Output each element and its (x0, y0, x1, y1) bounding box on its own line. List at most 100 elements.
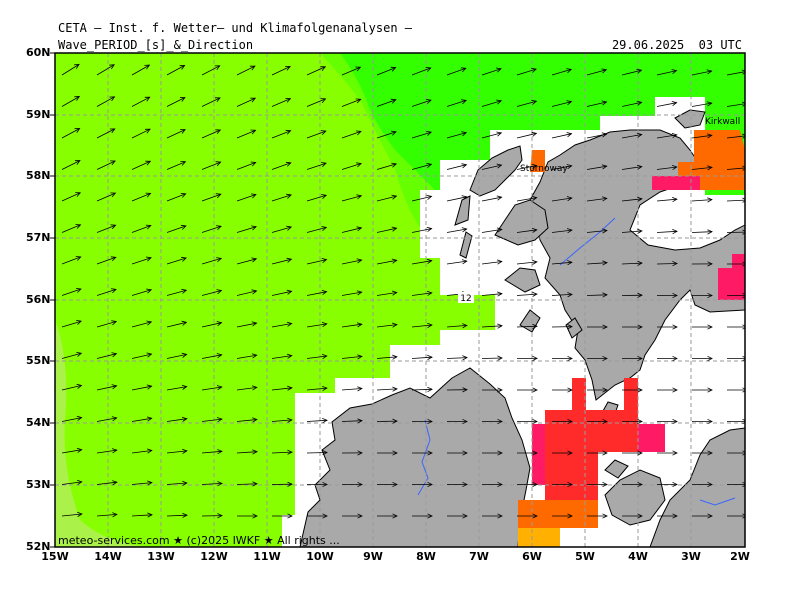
wave-arrow-head (111, 448, 118, 454)
lon-label-6w: 6W (522, 550, 542, 563)
wave-arrow (341, 420, 363, 422)
wave-arrow (166, 354, 187, 359)
wave-arrow-head (357, 481, 363, 488)
wave-arrow-head (601, 68, 608, 74)
wales-land (604, 469, 666, 526)
wave-arrow-head (286, 193, 292, 199)
wave-arrow-head (426, 195, 433, 200)
wave-arrow (236, 226, 257, 233)
wave-arrow (481, 229, 502, 233)
wave-arrow (131, 225, 151, 233)
wave-arrow-head (637, 196, 643, 202)
wave-arrow-head (637, 450, 643, 456)
wave-arrow (61, 449, 82, 454)
wave-arrow-head (707, 324, 713, 330)
wave-arrow-head (532, 450, 538, 456)
wave-arrow (586, 69, 607, 76)
lat-label-58n: 58N (26, 169, 51, 182)
wave-arrow-head (496, 163, 503, 169)
wave-arrow-head (251, 225, 257, 231)
wave-arrow-head (461, 259, 468, 265)
wave-arrow (656, 166, 677, 170)
wave-arrow-head (74, 160, 81, 165)
wave-arrow (271, 258, 292, 265)
wave-arrow (551, 101, 572, 107)
wave-arrow-head (462, 418, 468, 425)
wave-arrow-head (706, 133, 713, 139)
wave-arrow-head (567, 481, 573, 488)
wave-arrow-head (251, 289, 258, 295)
wave-arrow (341, 98, 361, 107)
wave-arrow-head (322, 386, 328, 392)
wave-arrow-head (426, 258, 433, 264)
wave-arrow (376, 67, 396, 76)
wave-arrow-head (76, 352, 83, 357)
wave-arrow-head (252, 481, 258, 487)
contour-label-12: 12 (460, 294, 471, 304)
wave-arrow-head (181, 352, 188, 358)
wave-arrow (621, 134, 642, 139)
wave-arrow (621, 230, 642, 233)
lon-label-3w: 3W (681, 550, 701, 563)
wave-arrow-head (602, 481, 608, 488)
wave-arrow-head (636, 132, 643, 138)
wave-arrow (166, 257, 187, 265)
wave-arrow (166, 289, 187, 296)
wave-arrow-head (76, 415, 83, 421)
wave-arrow (96, 256, 116, 265)
wave-arrow-head (531, 67, 537, 73)
wave-arrow-head (567, 418, 573, 425)
wave-arrow-head (75, 288, 82, 293)
wave-arrow-head (426, 226, 433, 232)
wave-arrow-head (672, 197, 678, 203)
wave-arrow-head (321, 322, 328, 328)
wave-arrow-head (285, 129, 292, 135)
wave-arrow-head (427, 418, 433, 425)
wave-arrow (201, 65, 220, 76)
wave-arrow-head (180, 193, 187, 198)
wave-arrow-head (637, 324, 643, 330)
wave-arrow (726, 135, 745, 139)
wave-arrow (201, 354, 222, 359)
wave-arrow-head (286, 321, 293, 327)
wave-arrow-head (707, 261, 713, 267)
wave-arrow-head (145, 160, 152, 166)
wave-arrow (61, 160, 81, 170)
wave-arrow (341, 356, 362, 359)
wave-arrow (61, 288, 82, 296)
wave-arrow (341, 131, 362, 139)
wave-arrow (96, 192, 116, 202)
wave-arrow (271, 162, 291, 170)
wave-arrow-head (110, 192, 117, 198)
wave-arrow-head (742, 450, 745, 456)
wave-arrow-head (532, 291, 538, 297)
wave-arrow (306, 452, 328, 454)
wave-arrow-head (250, 97, 257, 103)
wave-arrow (271, 355, 292, 359)
wave-arrow-head (672, 355, 678, 362)
wave-arrow-head (356, 322, 363, 328)
wave-arrow (306, 66, 326, 76)
wave-arrow (516, 261, 537, 265)
wave-arrow (621, 69, 642, 76)
wave-arrow (201, 386, 222, 391)
lon-label-2w: 2W (730, 550, 750, 563)
wave-arrow-head (179, 97, 186, 102)
wave-arrow (61, 128, 80, 139)
wave-arrow-head (532, 355, 538, 361)
wave-arrow-head (287, 385, 293, 391)
wave-arrow-head (427, 481, 433, 488)
wave-arrow-head (356, 194, 363, 200)
wave-arrow (481, 68, 502, 76)
wave-arrow-head (392, 354, 398, 360)
wave-arrow-head (250, 193, 257, 199)
wave-arrow (201, 450, 222, 454)
wave-arrow (271, 323, 292, 328)
wave-arrow (376, 388, 398, 391)
wave-arrow (691, 70, 712, 76)
wave-arrow-head (111, 416, 118, 422)
high-period-moray-magenta (718, 254, 745, 300)
wave-arrow (551, 197, 572, 202)
wave-arrow-head (672, 513, 678, 519)
river-great-glen (559, 217, 616, 266)
